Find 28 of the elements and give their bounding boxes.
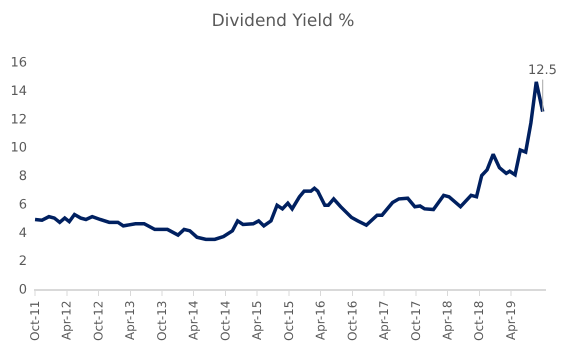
- x-tick-label: Apr-16: [314, 300, 328, 340]
- y-tick-label: 2: [18, 254, 27, 270]
- x-tick-label: Apr-12: [60, 300, 74, 340]
- x-tick-label: Apr-18: [440, 300, 454, 340]
- y-tick-label: 6: [18, 197, 27, 212]
- x-tick-label: Oct-15: [282, 300, 296, 341]
- x-tick-label: Oct-18: [472, 300, 486, 341]
- x-tick-label: Oct-17: [408, 300, 423, 341]
- y-tick-label: 16: [10, 56, 27, 71]
- x-tick-label: Oct-12: [92, 300, 106, 341]
- y-tick-label: 4: [18, 226, 27, 241]
- y-tick-label: 14: [10, 84, 27, 99]
- x-tick-label: Apr-19: [504, 300, 518, 340]
- x-tick-label: Oct-11: [28, 300, 42, 341]
- x-tick-label: Oct-16: [345, 300, 360, 341]
- x-tick-label: Apr-17: [376, 300, 391, 340]
- x-tick-label: Oct-13: [154, 300, 169, 341]
- x-tick-label: Apr-15: [250, 300, 264, 340]
- annotation: 12.5: [528, 63, 557, 78]
- x-tick-label: Apr-13: [123, 300, 138, 340]
- y-tick-label: 8: [18, 169, 27, 184]
- y-tick-label: 10: [10, 140, 27, 156]
- x-tick-label: Oct-14: [218, 300, 232, 341]
- x-tick-label: Apr-14: [186, 300, 201, 340]
- y-tick-label: 12: [10, 112, 27, 128]
- chart-title: Dividend Yield %: [212, 10, 354, 31]
- y-tick-label: 0: [18, 282, 27, 298]
- line-series: [34, 80, 544, 242]
